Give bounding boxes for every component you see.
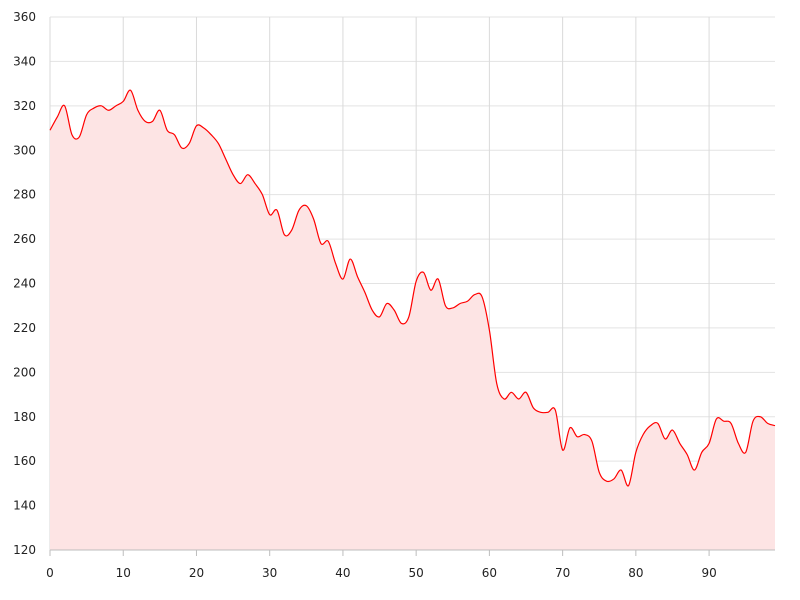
x-tick-label: 70 <box>555 566 570 580</box>
y-tick-label: 240 <box>13 277 36 291</box>
x-tick-label: 10 <box>116 566 131 580</box>
y-tick-label: 280 <box>13 188 36 202</box>
x-axis-tick-labels: 0 10 20 30 40 50 60 70 80 90 <box>46 566 717 580</box>
y-tick-label: 160 <box>13 454 36 468</box>
y-tick-label: 340 <box>13 54 36 68</box>
x-tick-label: 20 <box>189 566 204 580</box>
x-tick-label: 0 <box>46 566 54 580</box>
series-line <box>49 89 776 487</box>
x-tick-label: 60 <box>482 566 497 580</box>
y-tick-label: 120 <box>13 543 36 557</box>
y-tick-label: 360 <box>13 10 36 24</box>
y-tick-label: 180 <box>13 410 36 424</box>
y-axis-tick-labels: 120 140 160 180 200 220 240 260 280 300 320 340 360 <box>13 10 36 557</box>
x-tick-label: 40 <box>335 566 350 580</box>
x-tick-label: 50 <box>409 566 424 580</box>
x-tick-label: 90 <box>701 566 716 580</box>
y-tick-label: 300 <box>13 143 36 157</box>
y-tick-label: 220 <box>13 321 36 335</box>
y-tick-label: 200 <box>13 365 36 379</box>
y-tick-label: 260 <box>13 232 36 246</box>
area-fill <box>50 90 775 550</box>
x-tick-label: 30 <box>262 566 277 580</box>
y-tick-label: 140 <box>13 499 36 513</box>
axes <box>49 549 775 556</box>
y-tick-label: 320 <box>13 99 36 113</box>
x-tick-label: 80 <box>628 566 643 580</box>
